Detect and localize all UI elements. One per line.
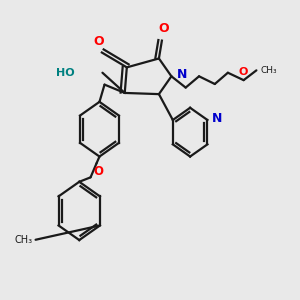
Text: N: N [212,112,222,125]
Text: O: O [158,22,169,35]
Text: CH₃: CH₃ [261,66,278,75]
Text: CH₃: CH₃ [14,235,33,245]
Text: O: O [94,35,104,48]
Text: HO: HO [56,68,75,78]
Text: O: O [239,67,248,76]
Text: N: N [177,68,187,81]
Text: O: O [93,165,103,178]
